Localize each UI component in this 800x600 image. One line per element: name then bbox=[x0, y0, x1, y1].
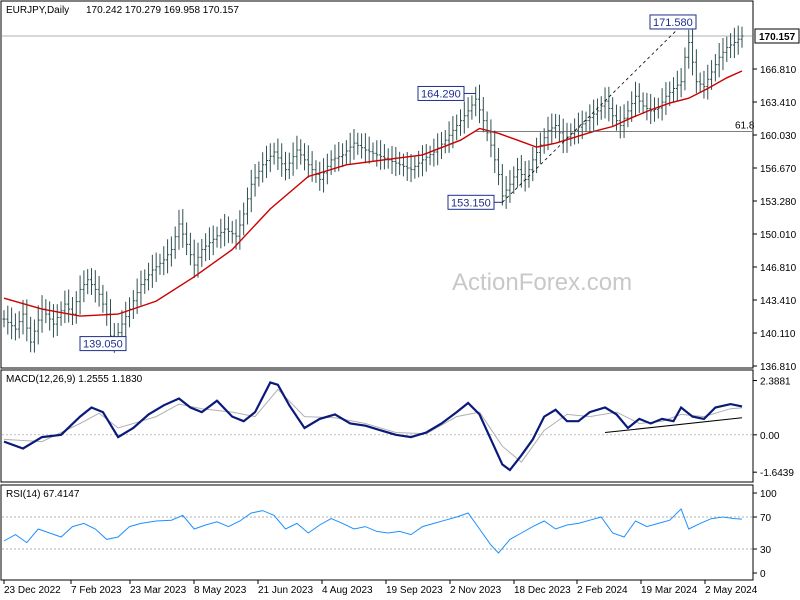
time-tick-label: 4 Aug 2023 bbox=[322, 585, 373, 596]
fib-level-label: 61.8 bbox=[735, 120, 755, 131]
projection-trendline bbox=[502, 21, 686, 203]
watermark: ActionForex.com bbox=[452, 269, 632, 296]
rsi-indicator: 100 70 30 0 bbox=[2, 489, 777, 580]
price-tick-label: 143.410 bbox=[760, 296, 797, 307]
annotation-label: 153.150 bbox=[451, 197, 491, 209]
macd-panel-frame bbox=[0, 369, 754, 483]
time-tick-label: 2 Nov 2023 bbox=[450, 585, 502, 596]
price-tick-label: 136.810 bbox=[760, 362, 797, 373]
time-tick-label: 2 May 2024 bbox=[705, 585, 758, 596]
price-bars bbox=[2, 25, 744, 353]
annotation-box bbox=[79, 336, 127, 352]
macd-tick-label: -1.6439 bbox=[760, 468, 794, 479]
time-axis: 23 Dec 2022 7 Feb 2023 23 Mar 2023 8 May 20… bbox=[3, 580, 758, 596]
rsi-tick-label: 70 bbox=[760, 513, 772, 524]
rsi-tick-label: 30 bbox=[760, 545, 772, 556]
annotation-box bbox=[649, 14, 697, 30]
price-tick-label: 140.110 bbox=[760, 329, 796, 340]
time-tick-label: 23 Dec 2022 bbox=[4, 585, 61, 596]
price-tick-label: 156.670 bbox=[760, 164, 797, 175]
price-tick-label: 150.010 bbox=[760, 230, 797, 241]
macd-tick-label: 0.00 bbox=[760, 431, 780, 442]
moving-average-line bbox=[3, 70, 743, 317]
price-tick-label: 163.410 bbox=[760, 98, 797, 109]
time-tick-label: 21 Jun 2023 bbox=[258, 585, 313, 596]
price-axis: 170.157 166.810 163.410 160.030 156.670 153.2… bbox=[2, 28, 800, 373]
time-tick-label: 18 Dec 2023 bbox=[514, 585, 571, 596]
annotation-label: 164.290 bbox=[421, 88, 461, 100]
time-tick-label: 7 Feb 2023 bbox=[71, 585, 122, 596]
macd-title: MACD(12,26,9) 1.2555 1.1830 bbox=[6, 374, 143, 385]
last-price-box bbox=[754, 28, 800, 44]
macd-tick-label: 2.3881 bbox=[760, 377, 791, 388]
macd-support-trendline bbox=[604, 417, 743, 434]
time-tick-label: 23 Mar 2023 bbox=[130, 585, 187, 596]
annotation-box bbox=[417, 85, 465, 101]
annotation-label: 171.580 bbox=[653, 17, 693, 29]
rsi-tick-label: 0 bbox=[760, 569, 766, 580]
price-panel-frame bbox=[0, 0, 754, 369]
last-price-label: 170.157 bbox=[759, 32, 796, 43]
price-tick-label: 166.810 bbox=[760, 65, 797, 76]
price-tick-label: 160.030 bbox=[760, 131, 797, 142]
rsi-line bbox=[3, 508, 743, 554]
time-tick-label: 19 Sep 2023 bbox=[386, 585, 443, 596]
macd-signal-line bbox=[3, 388, 743, 463]
rsi-title: RSI(14) 67.4147 bbox=[6, 489, 80, 500]
symbol-title: EURJPY,Daily bbox=[6, 5, 69, 16]
rsi-panel-frame bbox=[0, 484, 754, 581]
ohlc-readout: 170.242 170.279 169.958 170.157 bbox=[86, 5, 239, 16]
macd-line bbox=[3, 381, 743, 472]
annotation-box bbox=[447, 194, 495, 210]
time-tick-label: 2 Feb 2024 bbox=[577, 585, 628, 596]
time-tick-label: 19 Mar 2024 bbox=[641, 585, 698, 596]
price-tick-label: 146.810 bbox=[760, 263, 797, 274]
time-tick-label: 8 May 2023 bbox=[194, 585, 247, 596]
price-overlays: 61.8 139.050 164.290 153.150 171.580 bbox=[3, 14, 755, 352]
rsi-tick-label: 100 bbox=[760, 489, 777, 500]
macd-indicator: 2.3881 0.00 -1.6439 bbox=[2, 377, 794, 479]
price-tick-label: 153.280 bbox=[760, 197, 797, 208]
annotation-label: 139.050 bbox=[83, 339, 123, 351]
